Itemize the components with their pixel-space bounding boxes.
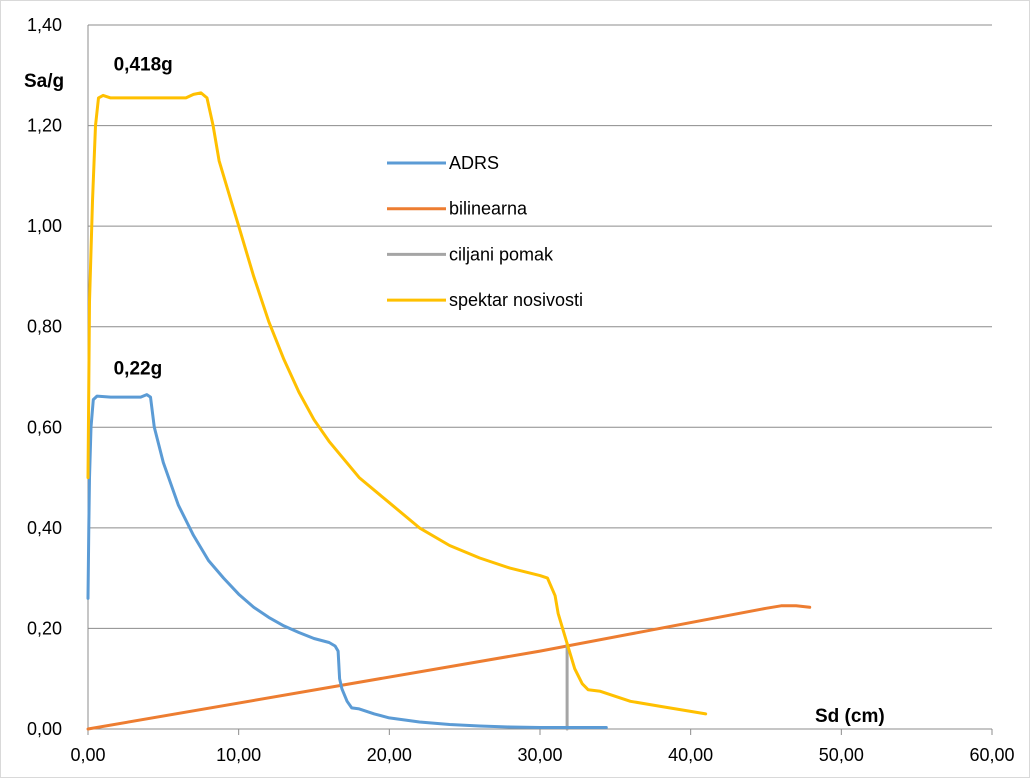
legend-label: bilinearna xyxy=(449,199,528,219)
legend: ADRS bilinearna ciljani pomak spektar nosiv… xyxy=(387,153,583,310)
y-tick-label: 0,00 xyxy=(27,719,62,739)
y-tick-label: 1,00 xyxy=(27,216,62,236)
annotations: 0,418g 0,22g xyxy=(114,54,173,379)
tick-labels: 0,00 0,20 0,40 0,60 0,80 1,00 1,20 1,40 0,00 10,0… xyxy=(27,15,1015,765)
x-axis-title: Sd (cm) xyxy=(815,706,885,727)
x-tick-label: 0,00 xyxy=(70,745,105,765)
y-tick-label: 0,60 xyxy=(27,417,62,437)
series-layer xyxy=(86,91,812,731)
x-tick-label: 40,00 xyxy=(668,745,713,765)
x-tick-label: 50,00 xyxy=(819,745,864,765)
series-line-bilinearna xyxy=(86,604,812,731)
x-tick-label: 20,00 xyxy=(367,745,412,765)
x-tick-label: 10,00 xyxy=(216,745,261,765)
y-tick-label: 0,20 xyxy=(27,618,62,638)
legend-label: spektar nosivosti xyxy=(449,290,583,310)
x-tick-label: 30,00 xyxy=(517,745,562,765)
y-tick-label: 0,80 xyxy=(27,317,62,337)
series-line-ADRS xyxy=(86,393,608,729)
y-tick-label: 0,40 xyxy=(27,518,62,538)
legend-label: ADRS xyxy=(449,153,499,173)
y-tick-label: 1,40 xyxy=(27,15,62,35)
x-tick-label: 60,00 xyxy=(969,745,1014,765)
series-line-spektar-nosivosti xyxy=(86,91,708,716)
y-axis-title: Sa/g xyxy=(24,71,64,92)
y-tick-label: 1,20 xyxy=(27,116,62,136)
annotation-label: 0,22g xyxy=(114,358,163,379)
legend-label: ciljani pomak xyxy=(449,244,554,264)
annotation-label: 0,418g xyxy=(114,54,173,75)
